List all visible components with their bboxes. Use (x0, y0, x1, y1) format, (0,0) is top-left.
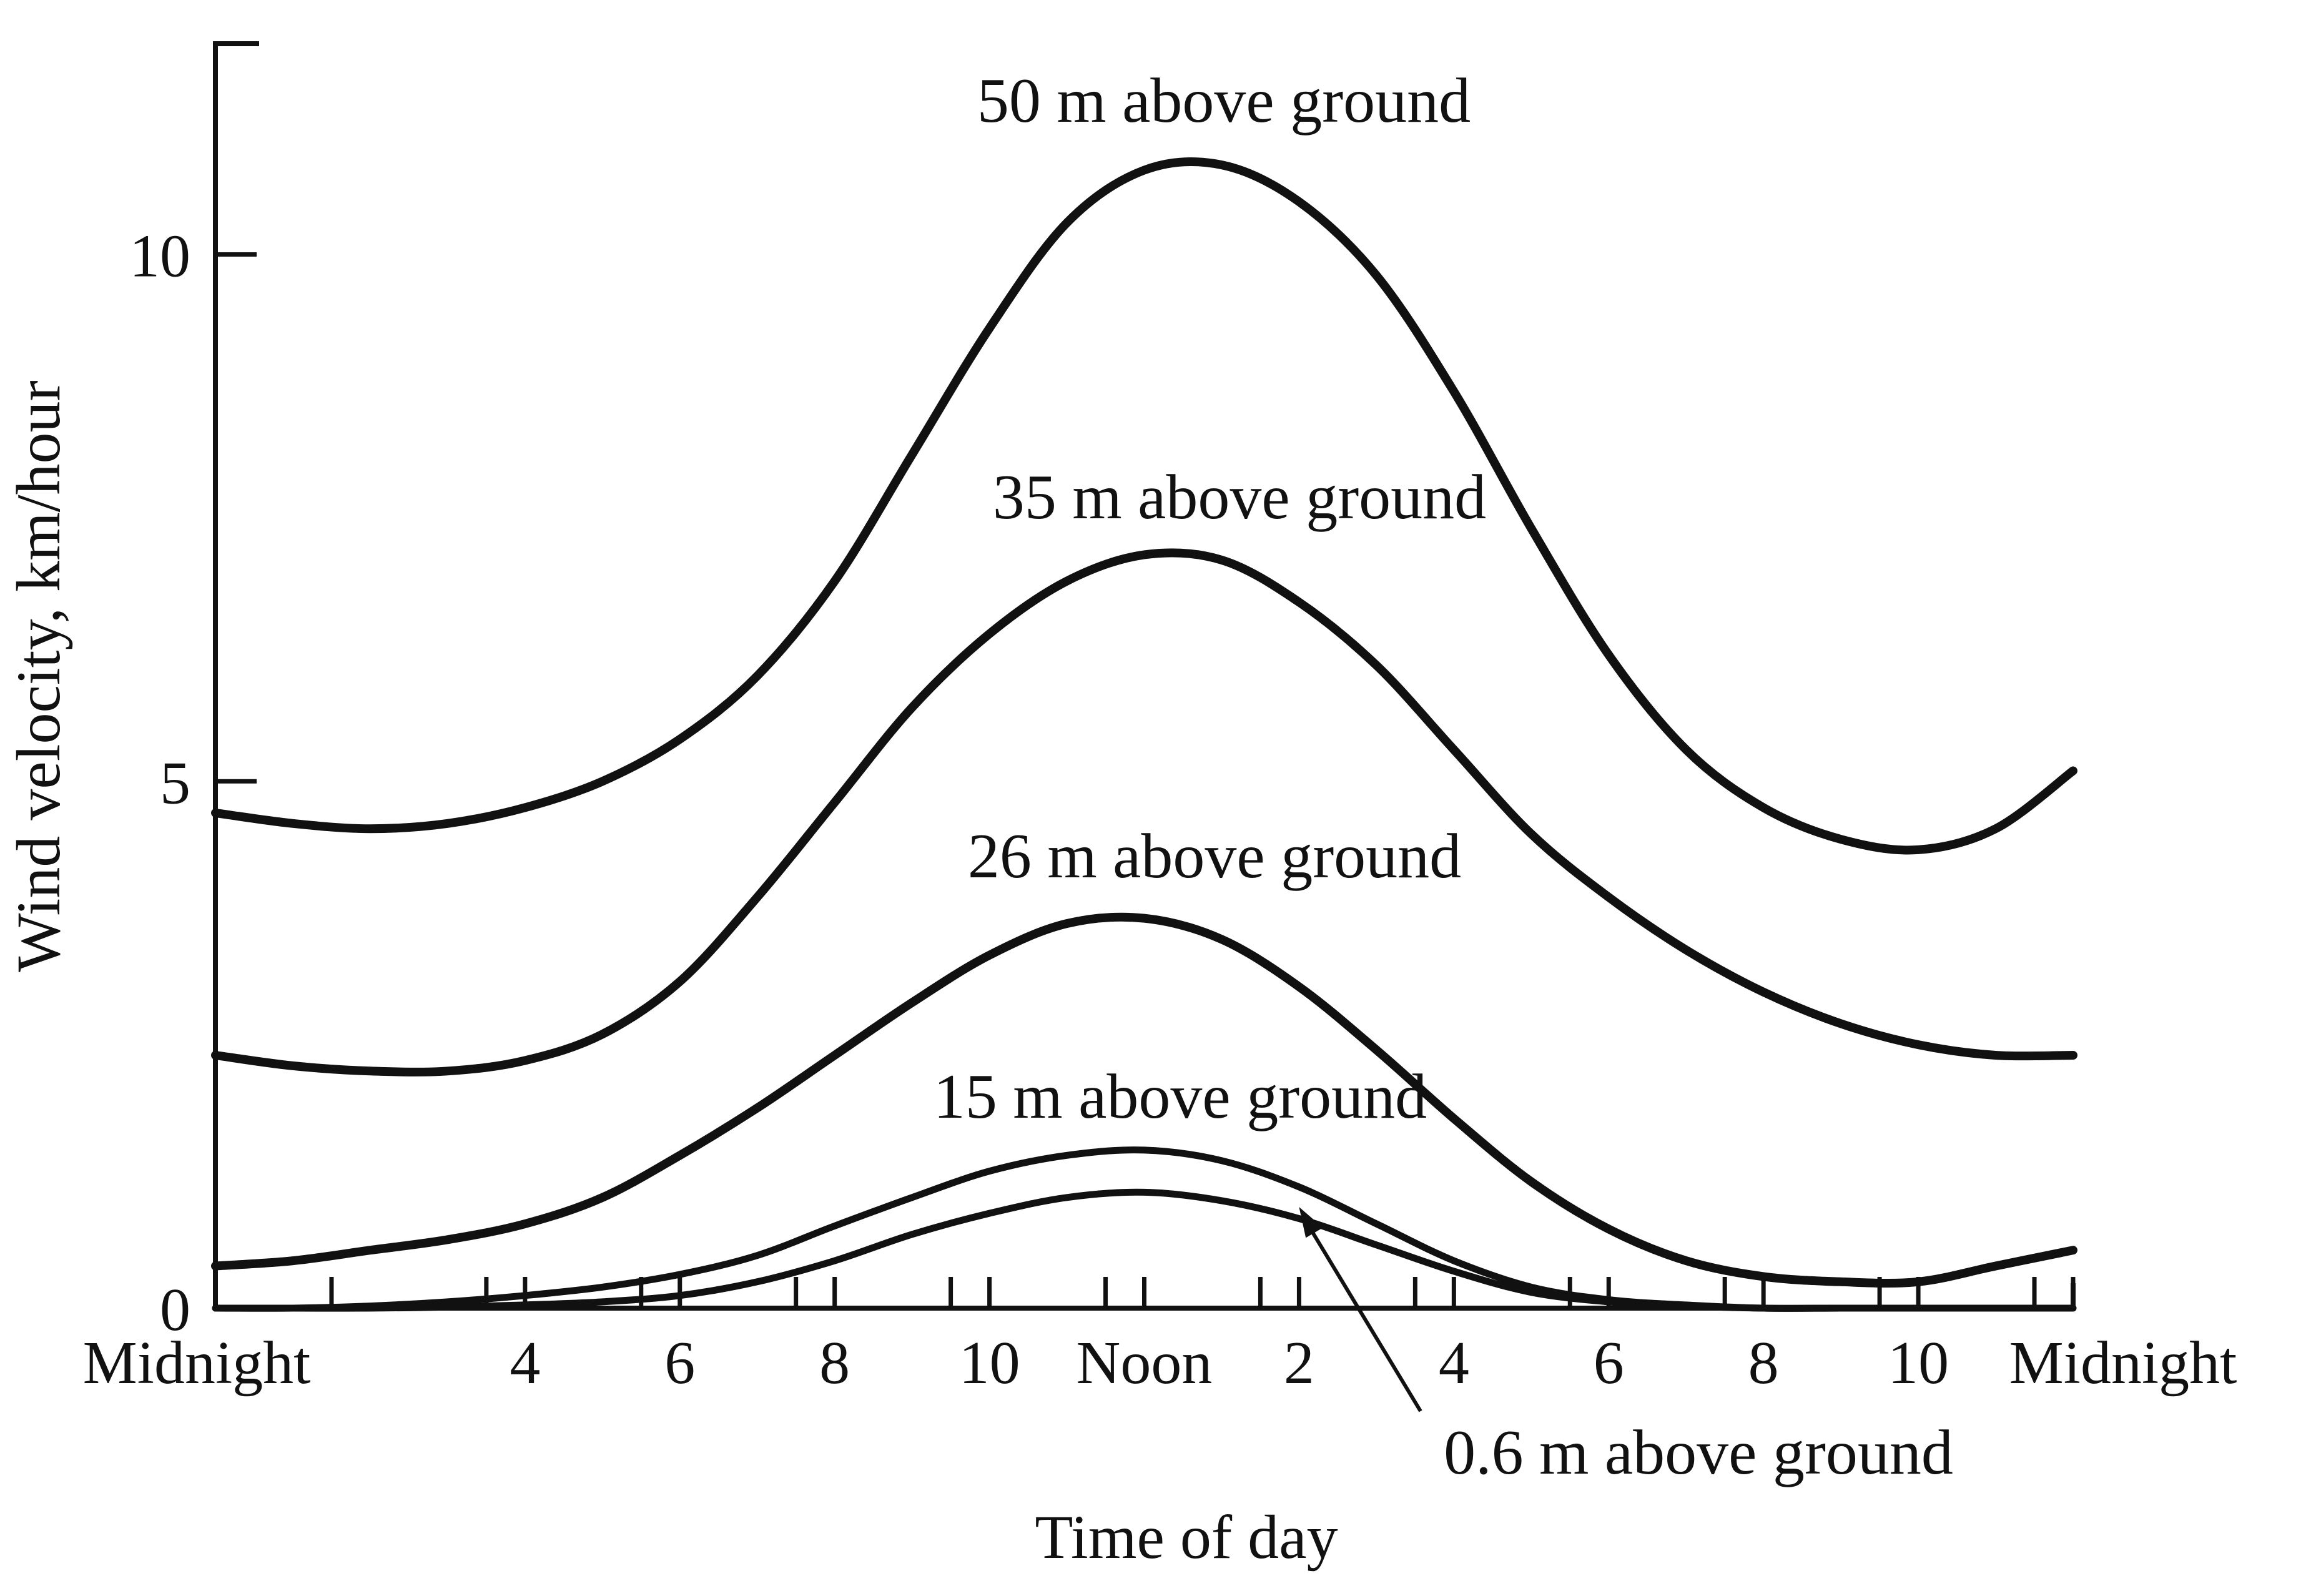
x-tick-label-10: 10 (1888, 1329, 1949, 1397)
series-curves (211, 157, 2077, 1312)
y-tick-label-0: 0 (160, 1276, 190, 1344)
series-labels: 50 m above ground 35 m above ground 26 m a… (934, 66, 1953, 1488)
x-tick-label-3: 8 (819, 1329, 850, 1397)
x-tick-label-8: 6 (1594, 1329, 1624, 1397)
x-tick-label-2: 6 (664, 1329, 695, 1397)
x-axis-title: Time of day (1035, 1502, 1338, 1572)
arrow-shaft (1302, 1217, 1422, 1412)
tick-labels: 0 5 10 Midnight 4 6 8 10 Noon 2 4 6 8 10 Midnight (83, 223, 2237, 1397)
arrow-head (1299, 1207, 1323, 1238)
x-tick-label-7: 4 (1439, 1329, 1469, 1397)
x-tick-label-6: 2 (1284, 1329, 1314, 1397)
x-tick-label-4: 10 (959, 1329, 1020, 1397)
series-label-26-m-above-ground: 26 m above ground (968, 821, 1461, 892)
series-line-26-m-above-ground (211, 912, 2077, 1288)
arrow-annotation (1299, 1207, 1422, 1412)
y-tick-label-5: 5 (160, 749, 190, 817)
x-tick-label-5: Noon (1077, 1329, 1213, 1397)
series-line-0-6-m-above-ground (212, 1188, 2077, 1312)
series-line-50-m-above-ground (211, 157, 2077, 855)
x-tick-label-9: 8 (1748, 1329, 1779, 1397)
series-label-50-m-above-ground: 50 m above ground (977, 66, 1471, 136)
series-label-0-6-m-above-ground: 0.6 m above ground (1444, 1417, 1953, 1488)
x-tick-label-11: Midnight (2009, 1329, 2237, 1397)
x-tick-label-0: Midnight (83, 1329, 311, 1397)
y-tick-label-10: 10 (129, 223, 190, 290)
series-label-15-m-above-ground: 15 m above ground (934, 1062, 1427, 1132)
series-label-35-m-above-ground: 35 m above ground (993, 462, 1486, 533)
y-axis-title: Wind velocity, km/hour (4, 380, 73, 972)
series-line-35-m-above-ground (211, 548, 2077, 1076)
x-tick-label-1: 4 (510, 1329, 540, 1397)
